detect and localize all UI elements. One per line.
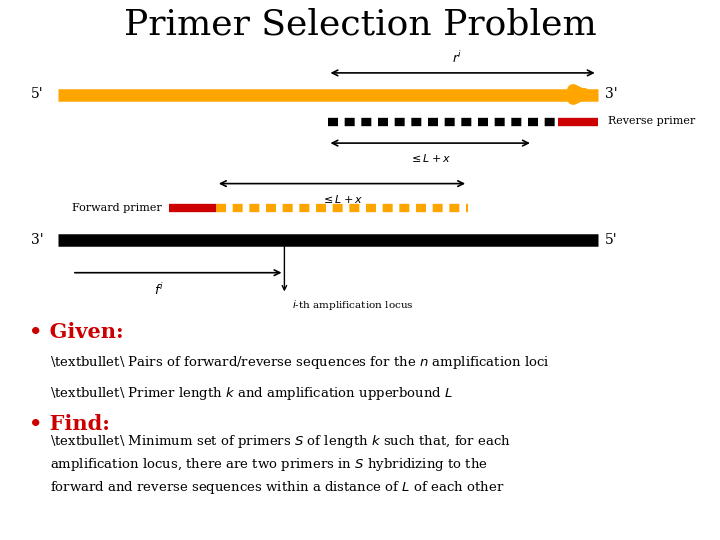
Text: • Given:: • Given: (29, 322, 123, 342)
Text: $i$-th amplification locus: $i$-th amplification locus (292, 298, 413, 312)
Text: \textbullet\ Pairs of forward/reverse sequences for the $n$ amplification loci: \textbullet\ Pairs of forward/reverse se… (50, 354, 550, 372)
Text: 3': 3' (30, 233, 43, 247)
Text: Primer Selection Problem: Primer Selection Problem (124, 8, 596, 41)
Text: Reverse primer: Reverse primer (608, 117, 696, 126)
Text: 5': 5' (605, 233, 618, 247)
Text: $r^i$: $r^i$ (452, 50, 462, 66)
Text: $f^i$: $f^i$ (153, 282, 163, 298)
Text: • Find:: • Find: (29, 414, 109, 434)
Text: \textbullet\ Minimum set of primers $S$ of length $k$ such that, for each
amplif: \textbullet\ Minimum set of primers $S$ … (50, 433, 511, 496)
Text: 5': 5' (30, 87, 43, 102)
Text: \textbullet\ Primer length $k$ and amplification upperbound $L$: \textbullet\ Primer length $k$ and ampli… (50, 384, 454, 402)
Text: $\leq L+x$: $\leq L+x$ (321, 193, 363, 205)
Text: Forward primer: Forward primer (72, 203, 162, 213)
Text: $\leq L+x$: $\leq L+x$ (409, 152, 451, 164)
Text: 3': 3' (605, 87, 618, 102)
